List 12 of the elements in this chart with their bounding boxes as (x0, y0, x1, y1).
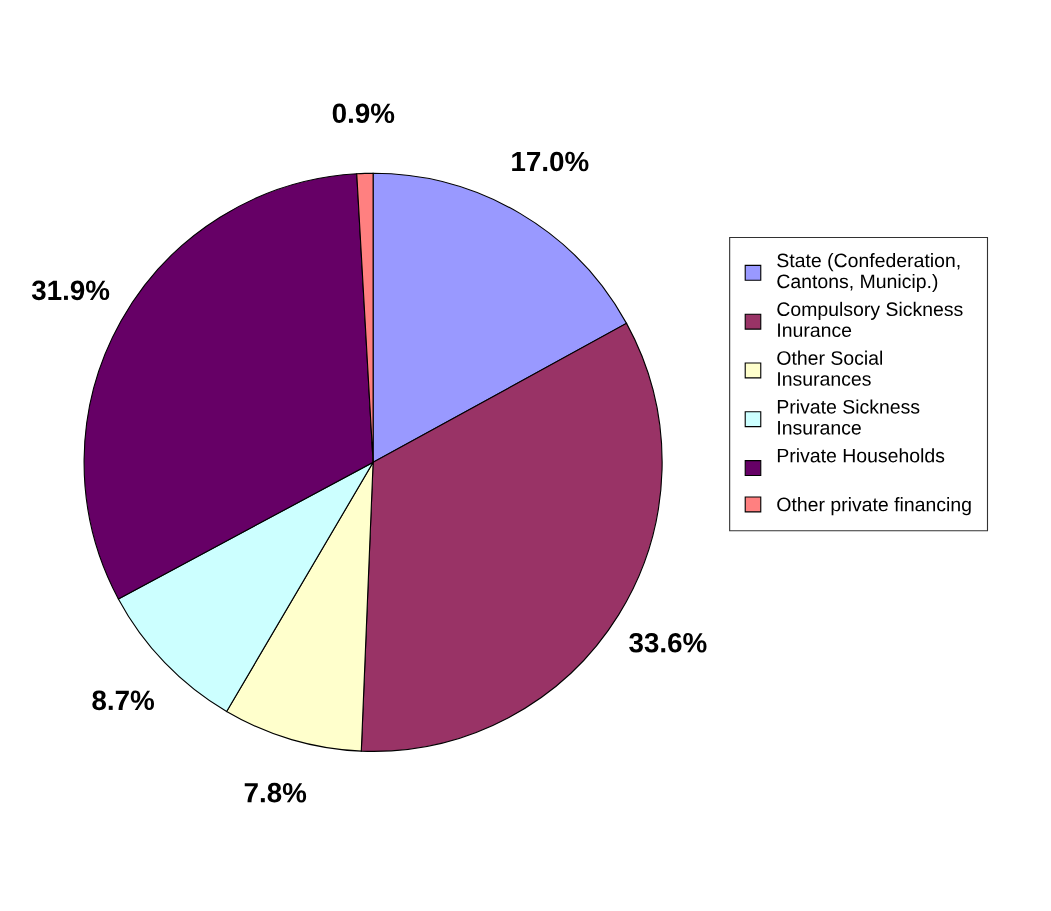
data-label: 8.7% (92, 690, 155, 711)
data-label: 7.8% (244, 782, 307, 803)
data-label: 17.0% (512, 151, 589, 172)
legend-label: Compulsory Sickness Inurance (777, 301, 963, 338)
data-label: 0.9% (332, 103, 395, 124)
data-label: 33.6% (629, 632, 707, 653)
legend-label: Other Social Insurances (777, 350, 883, 386)
data-label: 31.9% (31, 280, 110, 301)
legend-label: Private Sickness Insurance (777, 399, 920, 435)
legend-label: Other private financing (777, 497, 971, 516)
legend-label: Private Households (777, 448, 945, 463)
legend-label: State (Confederation, Cantons, Municip.) (777, 253, 960, 293)
